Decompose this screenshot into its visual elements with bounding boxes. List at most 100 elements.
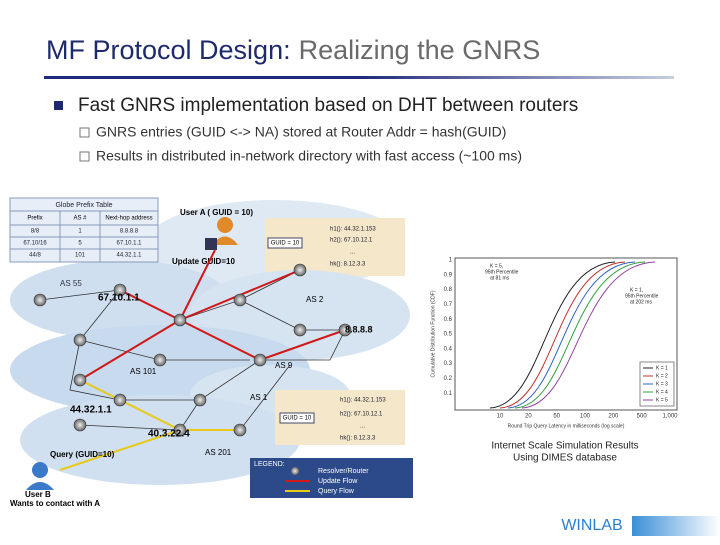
hash-entry: h2(): 67.10.12.1 [340,412,383,418]
cdf-curve [499,261,626,409]
plot-xtick: 500 [637,414,648,420]
router [73,418,87,432]
hash-entry: h1(): 44.32.1.153 [340,398,386,404]
user-icon [212,236,238,245]
prefix-table [9,197,159,263]
update-label: Update GUID=10 [172,257,235,266]
guid-text: GUID = 10 [283,416,312,422]
plot-ytick: 0.4 [444,346,453,352]
as-label: AS 9 [275,361,293,370]
user-icon [217,217,233,233]
router [73,333,87,347]
update-flow [79,319,181,381]
plot-legend-item: K = 1 [656,365,668,371]
table-cell: 67.10.1.1 [116,241,142,247]
title-underline [44,76,674,79]
plot-ytick: 0.8 [444,287,453,293]
plot-note: at 81 ms [490,275,510,281]
table-cell: 44/8 [29,253,41,259]
cloud [20,395,300,485]
as-label: AS 1 [250,393,268,402]
query-label: Query (GUID=10) [50,450,115,459]
table-cell: 67.10/16 [23,241,47,247]
user-label: User A ( GUID = 10) [180,208,253,217]
title-main: MF Protocol Design: [46,35,291,65]
plot-note: K = 5, [490,263,503,269]
hash-entry: ... [360,424,365,430]
title-sub: Realizing the GNRS [299,35,541,65]
table-header: Next-hop address [105,216,152,222]
plot-legend-item: K = 4 [656,389,668,395]
slide-title: MF Protocol Design: Realizing the GNRS [46,35,540,65]
node-address: 67.10.1.1 [98,293,140,304]
plot-note: K = 1, [630,287,643,293]
router [153,353,167,367]
table-header: Prefix [27,216,42,222]
plot-note: 95th Percentile [625,293,659,299]
user-label: User B [25,490,51,499]
plot-xtick: 1,000 [662,414,678,420]
plot-xtick: 10 [497,414,504,420]
logo-bar [632,516,720,536]
router [173,313,187,327]
user-icon [26,482,54,490]
router [193,393,207,407]
guid-box [267,237,303,249]
router [33,293,47,307]
hash-entry: hk(): 8.12.3.3 [340,436,376,442]
table-title: Globe Prefix Table [55,202,112,209]
plot-xtick: 50 [553,414,560,420]
router [338,323,352,337]
table-header: AS # [73,216,87,222]
router [233,293,247,307]
table-cell: 1 [78,229,82,235]
bullet-marker [54,101,63,110]
plot-caption: Using DIMES database [513,453,617,464]
sub-bullet-text: Results in distributed in-network direct… [96,148,522,164]
cdf-curve [507,261,636,409]
cdf-curve [521,261,656,409]
router [113,283,127,297]
node-address: 40.3.22.4 [148,429,190,440]
legend-title: LEGEND: [254,461,285,468]
cdf-curve [514,261,646,409]
node-address: 8.8.8.8 [345,324,373,334]
sub-bullet-marker [79,127,90,138]
plot-note: at 202 ms [630,299,652,305]
plot-ytick: 0.1 [444,391,453,397]
plot-caption: Internet Scale Simulation Results [491,441,638,452]
cdf-plot: 0.1 0.2 0.3 0.4 0.5 0.6 0.7 0.8 0.9 1 10 20 50 100 20… [430,257,678,429]
plot-legend-item: K = 5 [656,397,668,403]
plot-xtick: 100 [580,414,591,420]
plot-ytick: 1 [449,258,453,264]
plot-xlabel: Round Trip Query Latency in milliseconds… [508,423,625,429]
legend-item: Update Flow [318,478,358,485]
plot-legend-item: K = 2 [656,373,668,379]
plot-ytick: 0.6 [444,317,453,323]
guid-text: GUID = 10 [271,241,300,247]
node-address: 44.32.1.1 [70,405,112,416]
table-cell: 8.8.8.8 [120,229,139,235]
device-icon [205,238,217,250]
bullet-text: Fast GNRS implementation based on DHT be… [78,95,578,116]
plot-ylabel: Cumulative Distribution Function (CDF) [430,290,436,377]
user-icon [32,462,48,478]
plot-xtick: 200 [608,414,619,420]
guid-box [279,412,315,424]
router [173,423,187,437]
sub-bullet-marker [79,151,90,162]
router [233,423,247,437]
router [253,353,267,367]
plot-ytick: 0.3 [444,361,453,367]
plot-ytick: 0.5 [444,332,453,338]
as-label: AS 2 [306,295,324,304]
plot-legend-item: K = 3 [656,381,668,387]
cdf-curve [489,261,616,409]
table-cell: 101 [75,253,86,259]
hash-entry: ... [350,250,355,256]
as-label: AS 101 [130,367,157,376]
table-cell: 5 [78,241,82,247]
as-label: AS 55 [60,279,82,288]
router [73,373,87,387]
hash-entry: hk(): 8.12.3.3 [330,262,366,268]
